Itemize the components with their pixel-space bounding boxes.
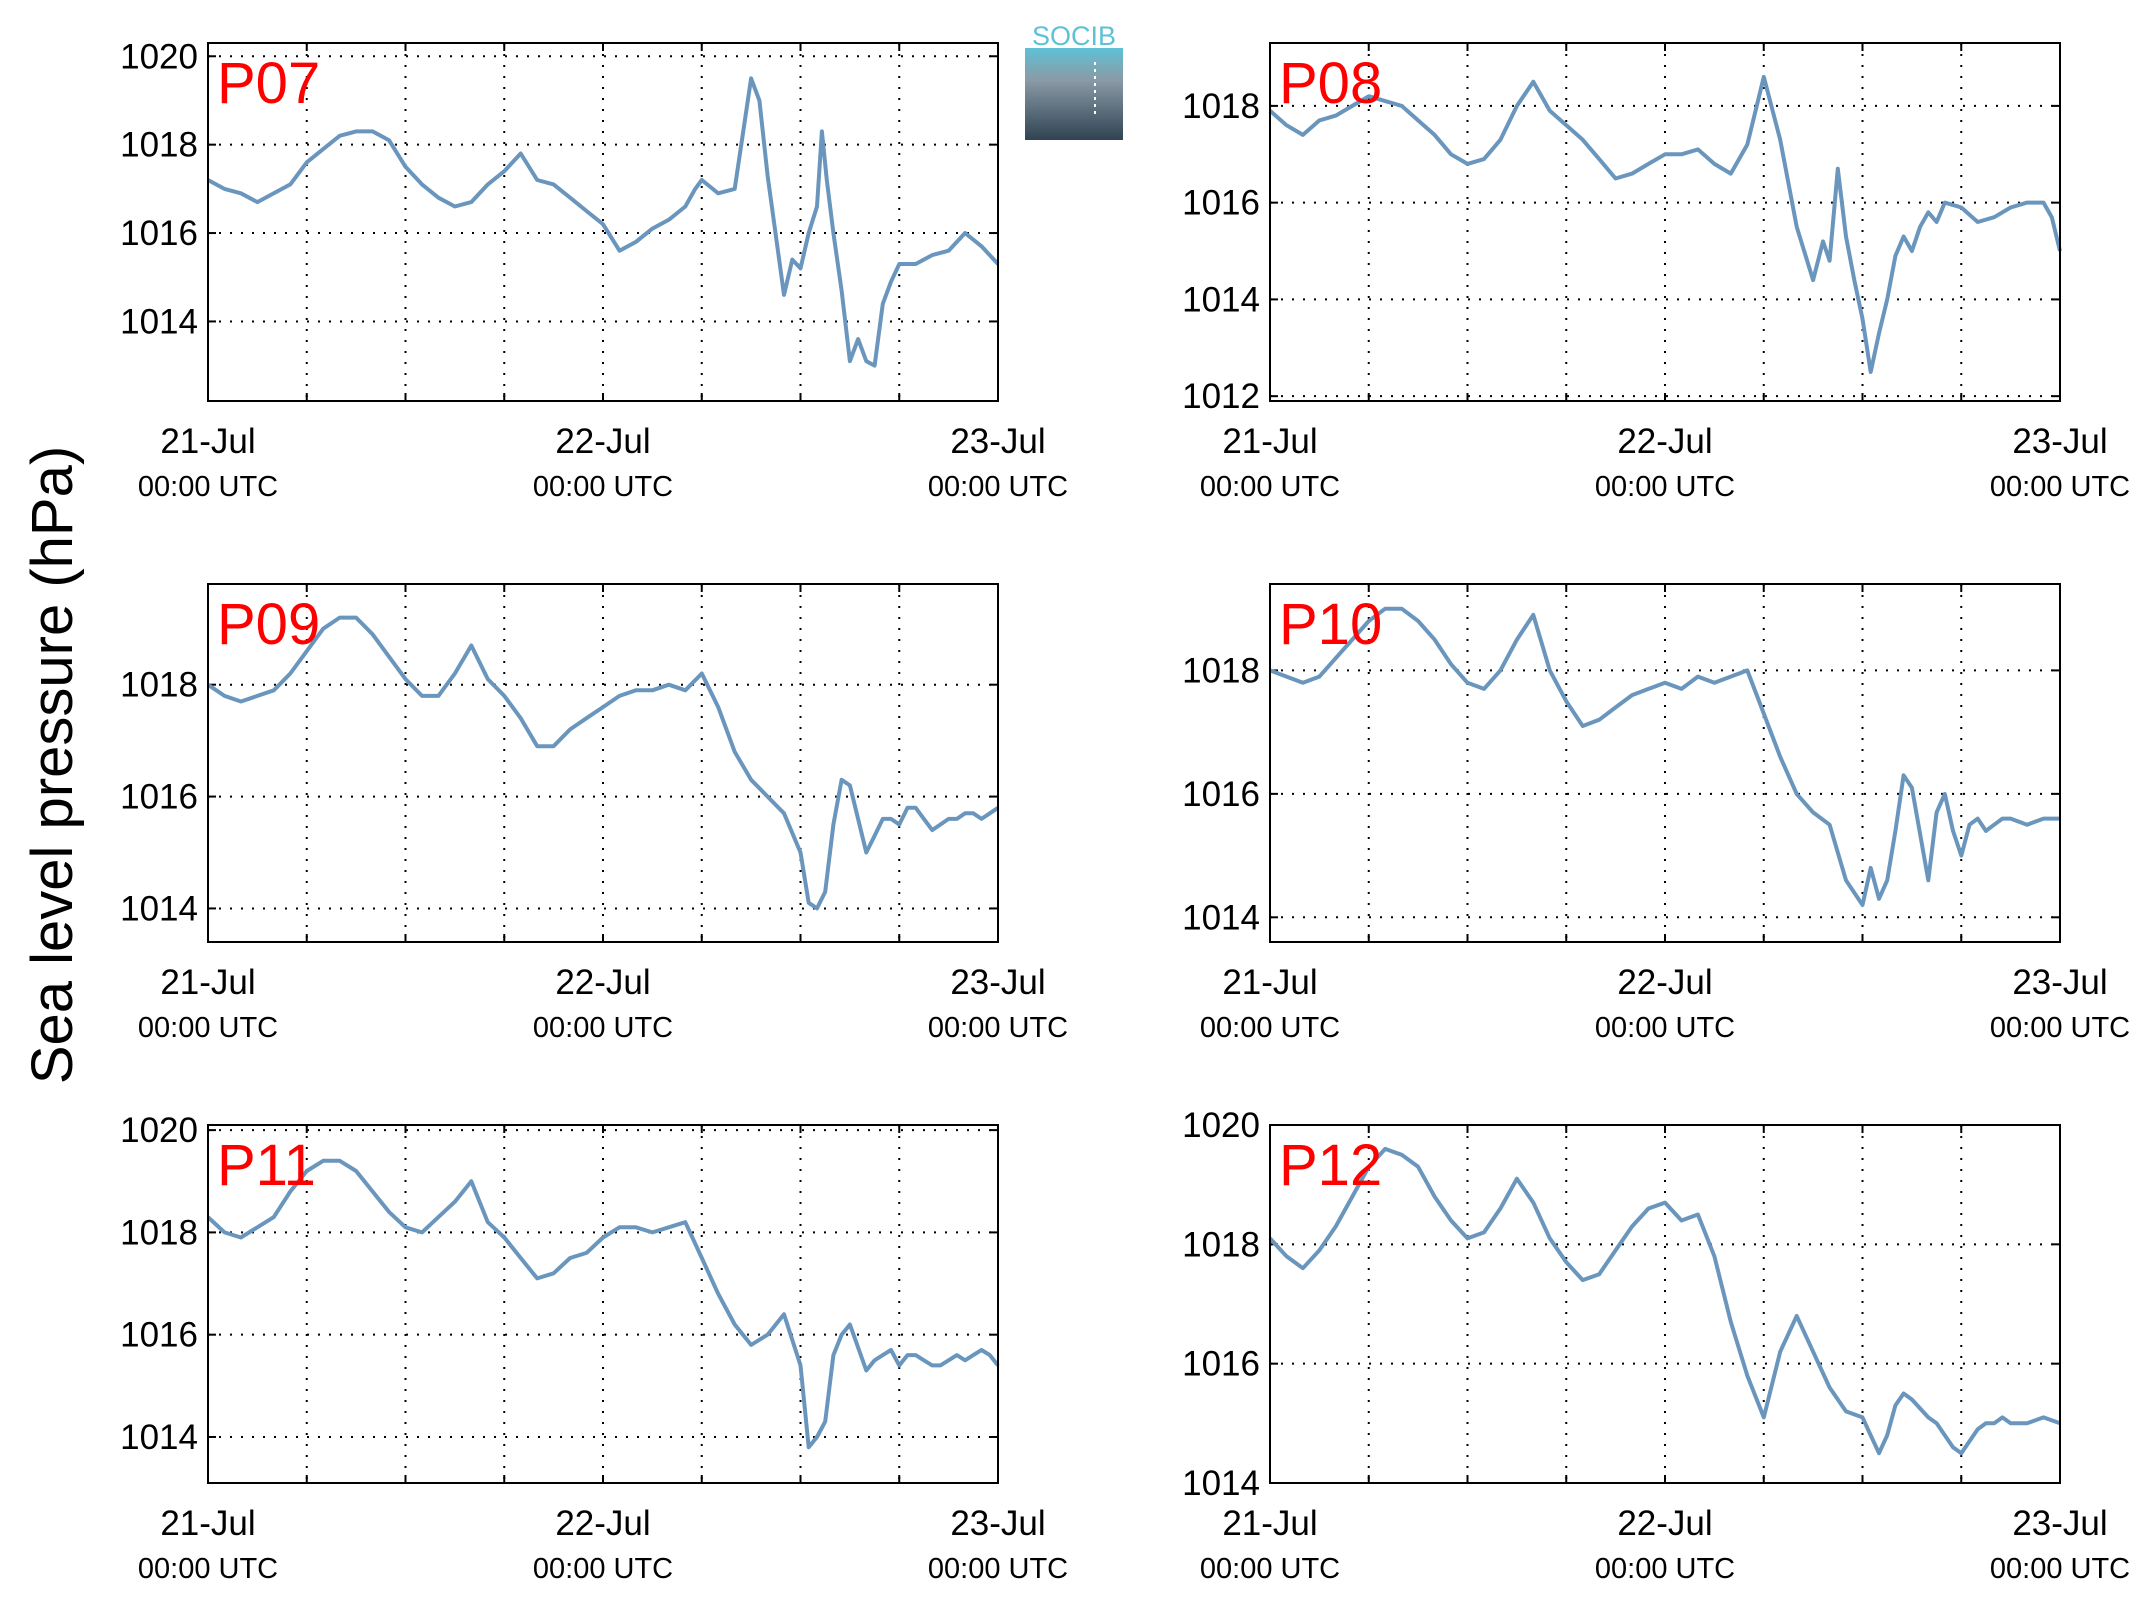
axes-frame: [207, 583, 999, 943]
y-tick-label: 1018: [120, 1213, 198, 1252]
x-tick-label: 23-Jul: [2012, 963, 2107, 1002]
chart-panel-p10: 1014 1016 1018 21-Jul 00:00 UTC 22-Jul 00:00 U…: [1182, 583, 2130, 1044]
y-tick-label: 1014: [120, 302, 198, 341]
x-tick-label: 23-Jul: [2012, 422, 2107, 461]
x-tick-sublabel: 00:00 UTC: [1200, 1012, 1340, 1044]
x-tick-sublabel: 00:00 UTC: [533, 1012, 673, 1044]
y-tick-label: 1018: [120, 126, 198, 165]
x-tick-sublabel: 00:00 UTC: [928, 471, 1068, 503]
x-tick-sublabel: 00:00 UTC: [1595, 471, 1735, 503]
axes-frame: [1269, 1124, 2061, 1484]
y-tick-label: 1020: [120, 37, 198, 76]
y-tick-label: 1014: [120, 889, 198, 928]
x-tick-sublabel: 00:00 UTC: [138, 1012, 278, 1044]
y-tick-label: 1014: [1182, 898, 1260, 937]
y-tick-label: 1018: [1182, 87, 1260, 126]
axes-frame: [1269, 583, 2061, 943]
x-tick-label: 21-Jul: [160, 1504, 255, 1543]
x-tick-sublabel: 00:00 UTC: [138, 1553, 278, 1585]
panel-label: P11: [217, 1133, 316, 1198]
y-tick-label: 1018: [120, 666, 198, 705]
chart-panel-p08: 1012 1014 1016 1018 21-Jul 00:00 UTC 22-Jul 00:…: [1182, 42, 2130, 503]
pressure-series-line: [1268, 1146, 2061, 1456]
y-tick-label: 1014: [1182, 280, 1260, 319]
chart-panel-p07: 1014 1016 1018 1020 21-Jul 00:00 UTC 22-Jul 00:…: [120, 37, 1068, 503]
y-tick-label: 1012: [1182, 377, 1260, 416]
x-tick-sublabel: 00:00 UTC: [138, 471, 278, 503]
chart-panel-p09: 1014 1016 1018 21-Jul 00:00 UTC 22-Jul 00:00 U…: [120, 583, 1068, 1044]
x-tick-label: 22-Jul: [1617, 422, 1712, 461]
y-tick-label: 1018: [1182, 1225, 1260, 1264]
axes-frame: [1269, 42, 2061, 402]
y-tick-label: 1020: [1182, 1106, 1260, 1145]
x-tick-sublabel: 00:00 UTC: [1990, 1553, 2130, 1585]
x-tick-sublabel: 00:00 UTC: [1990, 1012, 2130, 1044]
y-tick-label: 1014: [1182, 1464, 1260, 1503]
pressure-series-line: [1269, 606, 2060, 907]
x-tick-sublabel: 00:00 UTC: [533, 1553, 673, 1585]
x-tick-label: 23-Jul: [950, 963, 1045, 1002]
x-tick-sublabel: 00:00 UTC: [533, 471, 673, 503]
panel-label: P07: [217, 51, 320, 116]
y-axis-shared-label: Sea level pressure (hPa): [20, 446, 85, 1084]
x-tick-label: 21-Jul: [160, 422, 255, 461]
panel-label: P08: [1279, 51, 1382, 116]
y-tick-label: 1016: [1182, 184, 1260, 223]
x-tick-label: 22-Jul: [555, 422, 650, 461]
x-tick-sublabel: 00:00 UTC: [1595, 1012, 1735, 1044]
y-tick-label: 1016: [1182, 1345, 1260, 1384]
x-tick-label: 21-Jul: [1222, 963, 1317, 1002]
pressure-series-line: [207, 76, 1000, 368]
panel-label: P09: [217, 592, 320, 657]
socib-logo: SOCIB: [1025, 21, 1123, 140]
x-tick-sublabel: 00:00 UTC: [928, 1553, 1068, 1585]
x-tick-label: 23-Jul: [950, 1504, 1045, 1543]
chart-panel-p12: 1014 1016 1018 1020 21-Jul 00:00 UTC 22-Jul 00:…: [1182, 1106, 2130, 1585]
x-tick-label: 22-Jul: [1617, 1504, 1712, 1543]
panel-label: P10: [1279, 592, 1382, 657]
x-tick-label: 22-Jul: [555, 963, 650, 1002]
x-tick-label: 21-Jul: [1222, 1504, 1317, 1543]
y-tick-label: 1014: [120, 1418, 198, 1457]
pressure-series-line: [1268, 74, 2062, 374]
chart-panel-p11: 1014 1016 1018 1020 21-Jul 00:00 UTC 22-Jul 00:…: [120, 1111, 1068, 1585]
axes-frame: [207, 1124, 999, 1484]
logo-text: SOCIB: [1032, 21, 1116, 51]
x-tick-label: 23-Jul: [950, 422, 1045, 461]
y-tick-label: 1018: [1182, 651, 1260, 690]
panel-label: P12: [1279, 1133, 1382, 1198]
panels-container: 1014 1016 1018 1020 21-Jul 00:00 UTC 22-Jul 00:…: [120, 37, 2130, 1585]
x-tick-sublabel: 00:00 UTC: [1595, 1553, 1735, 1585]
x-tick-sublabel: 00:00 UTC: [1990, 471, 2130, 503]
y-tick-label: 1016: [1182, 775, 1260, 814]
y-tick-label: 1016: [120, 778, 198, 817]
x-tick-label: 21-Jul: [160, 963, 255, 1002]
x-tick-label: 22-Jul: [555, 1504, 650, 1543]
pressure-series-line: [206, 1158, 1000, 1450]
x-tick-sublabel: 00:00 UTC: [1200, 1553, 1340, 1585]
y-tick-label: 1016: [120, 214, 198, 253]
logo-box: [1025, 48, 1123, 140]
pressure-series-line: [206, 615, 1000, 911]
x-tick-label: 21-Jul: [1222, 422, 1317, 461]
y-tick-label: 1016: [120, 1316, 198, 1355]
axes-frame: [207, 42, 999, 402]
x-tick-label: 22-Jul: [1617, 963, 1712, 1002]
y-tick-label: 1020: [120, 1111, 198, 1150]
x-tick-sublabel: 00:00 UTC: [1200, 471, 1340, 503]
x-tick-label: 23-Jul: [2012, 1504, 2107, 1543]
x-tick-sublabel: 00:00 UTC: [928, 1012, 1068, 1044]
y-axis-label: Sea level pressure (hPa): [20, 446, 85, 1084]
